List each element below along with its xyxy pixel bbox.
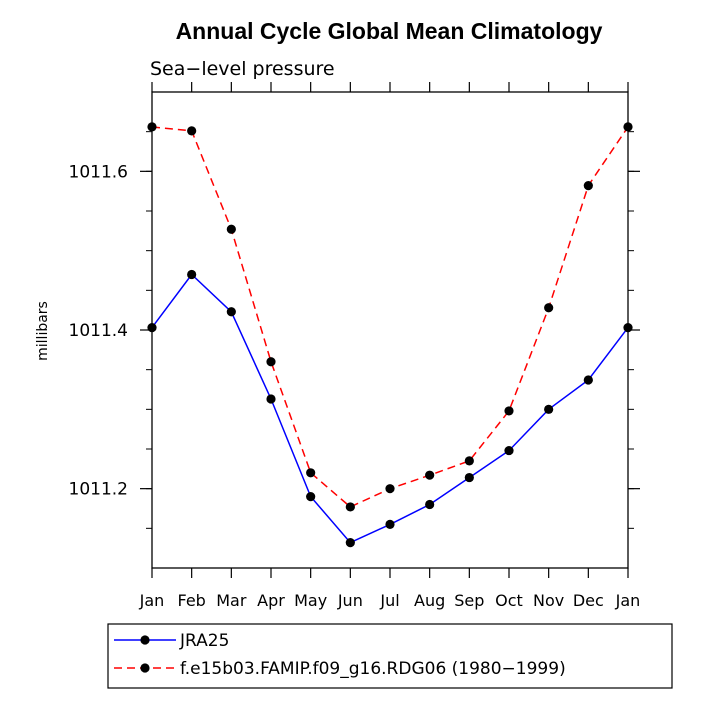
series-1 <box>147 269 633 548</box>
x-tick-label: Nov <box>533 591 564 610</box>
data-point <box>623 323 633 333</box>
x-tick-label: Feb <box>178 591 206 610</box>
data-point <box>544 404 554 414</box>
data-point <box>306 492 316 502</box>
data-point <box>583 181 593 191</box>
y-tick-label: 1011.6 <box>69 162 128 182</box>
data-point <box>425 499 435 510</box>
chart-title: Annual Cycle Global Mean Climatology <box>176 18 603 44</box>
data-point <box>226 307 236 317</box>
x-tick-label: Jul <box>379 591 399 610</box>
legend-swatch-marker <box>140 663 150 673</box>
series-lines <box>147 122 633 548</box>
data-point <box>504 406 514 416</box>
x-tick-label: Jan <box>615 591 641 610</box>
x-tick-label: Dec <box>573 591 604 610</box>
y-axis-title: millibars <box>35 301 51 361</box>
chart-subtitle: Sea−level pressure <box>150 58 335 80</box>
data-point <box>266 357 276 367</box>
x-tick-label: Apr <box>257 591 285 610</box>
y-tick-label: 1011.4 <box>69 321 128 341</box>
axes: 1011.2 1011.4 1011.6 Jan Feb Mar Apr May Jun Jul A… <box>69 82 641 610</box>
data-point <box>583 375 593 385</box>
x-tick-label: May <box>294 591 327 610</box>
series-2 <box>147 122 633 512</box>
data-point <box>345 538 355 548</box>
plot-frame <box>151 91 629 569</box>
x-tick-label: Oct <box>495 591 523 610</box>
data-point <box>187 269 197 280</box>
y-tick-label: 1011.2 <box>69 480 128 500</box>
data-point <box>623 122 633 132</box>
x-tick-label: Sep <box>454 591 484 610</box>
legend-label: JRA25 <box>179 631 229 651</box>
data-point <box>385 484 395 494</box>
data-point <box>504 445 514 456</box>
x-tick-label: Mar <box>216 591 247 610</box>
data-point <box>544 303 554 313</box>
x-tick-label: Aug <box>414 591 445 610</box>
data-point <box>266 394 276 404</box>
legend-swatch-marker <box>140 635 150 645</box>
data-point <box>464 472 474 483</box>
x-tick-label: Jan <box>139 591 165 610</box>
data-point <box>187 126 197 136</box>
legend-box <box>107 623 673 689</box>
data-point <box>464 456 474 466</box>
data-point <box>306 468 316 478</box>
data-point <box>345 502 355 512</box>
data-point <box>385 519 395 529</box>
x-tick-label: Jun <box>337 591 363 610</box>
series-line <box>151 273 629 544</box>
data-point <box>425 470 435 480</box>
series-line <box>151 126 629 508</box>
data-point <box>147 323 157 333</box>
data-point <box>226 224 236 234</box>
legend: JRA25 f.e15b03.FAMIP.f09_g16.RDG06 (1980−… <box>107 623 673 689</box>
legend-label: f.e15b03.FAMIP.f09_g16.RDG06 (1980−1999) <box>180 659 566 679</box>
data-point <box>147 122 157 132</box>
